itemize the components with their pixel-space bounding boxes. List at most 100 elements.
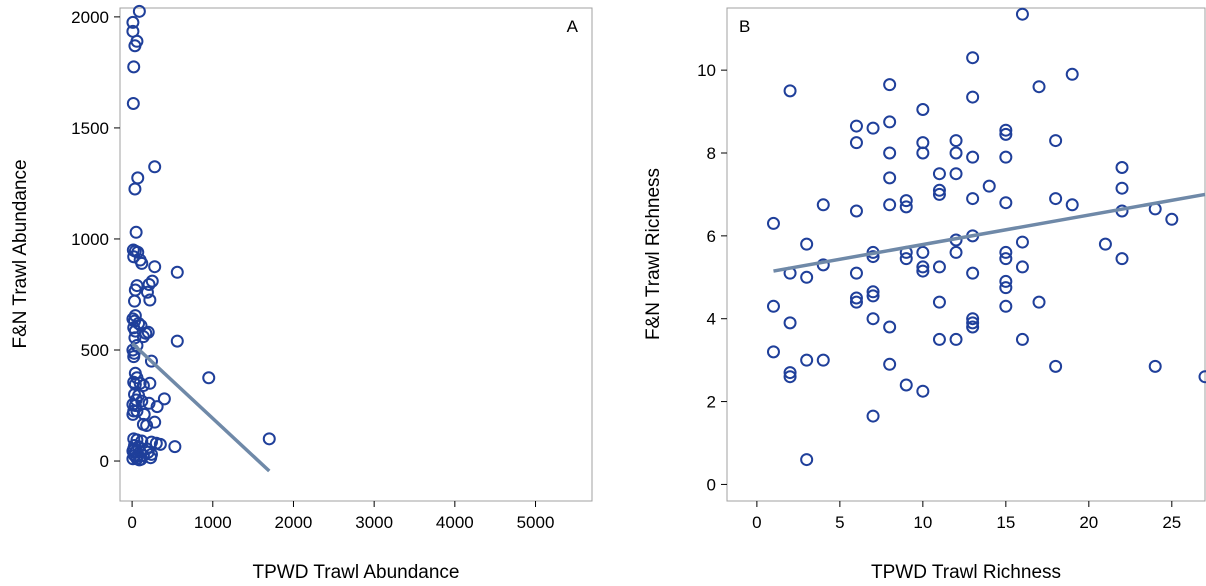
panel-a-point-14 — [127, 250, 141, 264]
panel-b-point-12 — [816, 198, 830, 212]
panel-b-point-67 — [966, 320, 980, 334]
panel-a-axis-ticks: 0 1000 2000 3000 4000 5000 0 500 1000 1500 2000 — [71, 8, 554, 532]
panel-b-point-75 — [999, 274, 1013, 288]
panel-a-point-59 — [150, 400, 164, 414]
panel-b-point-20 — [849, 295, 863, 309]
panel-a-x-tick-label-0: 0 — [127, 513, 136, 532]
panel-b-point-33 — [883, 320, 897, 334]
panel-b-point-24 — [866, 285, 880, 299]
panel-b-point-3 — [783, 84, 797, 98]
panel-a-point-51 — [157, 392, 171, 406]
panel-b-point-41 — [916, 136, 930, 150]
panel-a-point-20 — [142, 277, 156, 291]
panel-a-point-7 — [148, 160, 162, 174]
panel-b-point-11 — [800, 453, 814, 467]
panel-b-point-88 — [1065, 198, 1079, 212]
panel-b-point-45 — [916, 264, 930, 278]
panel-b-point-55 — [949, 167, 963, 181]
panel-b-point-26 — [866, 312, 880, 326]
panel-b-point-49 — [932, 187, 946, 201]
panel-b-point-80 — [1015, 260, 1029, 274]
panel-b-point-39 — [899, 378, 913, 392]
panel-b-y-tick-label-0: 0 — [707, 475, 716, 494]
panel-b-point-1 — [766, 299, 780, 313]
panel-b-point-64 — [966, 266, 980, 280]
panel-b-point-34 — [883, 357, 897, 371]
panel-a-point-41 — [127, 350, 141, 364]
panel-a-point-36 — [128, 331, 142, 345]
panel-b-point-35 — [899, 194, 913, 208]
panel-b-x-tick-label-0: 0 — [752, 513, 761, 532]
panel-b-y-tick-label-5: 10 — [697, 61, 716, 80]
panel-a-point-35 — [136, 330, 150, 344]
panel-b-point-23 — [866, 250, 880, 264]
panel-b-point-69 — [999, 123, 1013, 137]
panel-b-point-31 — [883, 171, 897, 185]
panel-a-regression-line — [130, 342, 271, 473]
panel-b-point-79 — [1015, 235, 1029, 249]
panel-b-points — [766, 7, 1206, 467]
panel-b-point-54 — [949, 146, 963, 160]
panel-b-point-91 — [1115, 181, 1129, 195]
panel-a-y-axis-title: F&N Trawl Abundance — [10, 159, 31, 348]
panel-b-x-axis-title: TPWD Trawl Richness — [871, 562, 1061, 583]
panel-a-x-tick-label-4: 4000 — [436, 513, 474, 532]
panel-a-point-8 — [131, 171, 145, 185]
panel-b-point-28 — [883, 78, 897, 92]
panel-a-y-tick-label-0: 0 — [100, 452, 109, 471]
panel-b-regression-line — [773, 192, 1206, 273]
panel-a-label: A — [567, 17, 579, 36]
panel-a-x-tick-label-2: 2000 — [275, 513, 313, 532]
panel-b-point-38 — [899, 252, 913, 266]
panel-a-point-58 — [142, 396, 156, 410]
panel-a-point-72 — [262, 432, 276, 446]
panel-a-y-tick-label-4: 2000 — [71, 8, 109, 27]
panel-a-x-tick-label-5: 5000 — [517, 513, 555, 532]
panel-b-point-15 — [849, 119, 863, 133]
panel-b-point-27 — [866, 409, 880, 423]
panel-a-point-91 — [132, 453, 146, 467]
panel-a-point-4 — [128, 39, 142, 53]
panel-a-point-80 — [168, 440, 182, 454]
panel-b-point-89 — [1098, 237, 1112, 251]
panel-b-plot-frame — [726, 7, 1206, 502]
panel-b-point-32 — [883, 198, 897, 212]
panel-a-point-17 — [148, 260, 162, 274]
panel-b-point-93 — [1115, 252, 1129, 266]
panel-b-point-25 — [866, 289, 880, 303]
panel-b-label: B — [739, 17, 750, 36]
panel-a-point-42 — [144, 354, 158, 368]
panel-a-point-19 — [145, 274, 159, 288]
panel-a-point-90 — [144, 447, 158, 461]
panel-b-point-95 — [1148, 359, 1162, 373]
panel-b-point-48 — [932, 183, 946, 197]
panel-b-x-tick-label-3: 15 — [996, 513, 1015, 532]
panel-b-point-62 — [966, 192, 980, 206]
panel-b-point-0 — [766, 216, 780, 230]
panel-a-plot-frame — [119, 7, 593, 502]
panel-b-point-86 — [1049, 359, 1063, 373]
panel-b-y-tick-label-3: 6 — [707, 227, 716, 246]
panel-b-x-tick-label-1: 5 — [835, 513, 844, 532]
panel-b-point-76 — [999, 281, 1013, 295]
panel-b-point-5 — [783, 316, 797, 330]
panel-b-point-52 — [932, 332, 946, 346]
panel-b-x-tick-label-2: 10 — [913, 513, 932, 532]
panel-b-point-84 — [1049, 134, 1063, 148]
panel-a-point-9 — [128, 182, 142, 196]
panel-a-x-tick-label-3: 3000 — [355, 513, 393, 532]
panel-b-point-14 — [816, 353, 830, 367]
panel-b-point-73 — [999, 245, 1013, 259]
panel-a-point-25 — [143, 293, 157, 307]
panel-b-axis-ticks: 0 5 10 15 20 25 0 2 4 6 8 10 — [697, 61, 1181, 532]
panel-b-point-83 — [1032, 295, 1046, 309]
panel-b-y-tick-label-2: 4 — [707, 310, 716, 329]
panel-b-point-97 — [1198, 370, 1206, 384]
panel-b-point-30 — [883, 146, 897, 160]
panel-a-point-43 — [202, 371, 216, 385]
panel-a-point-0 — [132, 4, 146, 18]
panel-b-point-65 — [966, 312, 980, 326]
panel-b-point-66 — [966, 316, 980, 330]
